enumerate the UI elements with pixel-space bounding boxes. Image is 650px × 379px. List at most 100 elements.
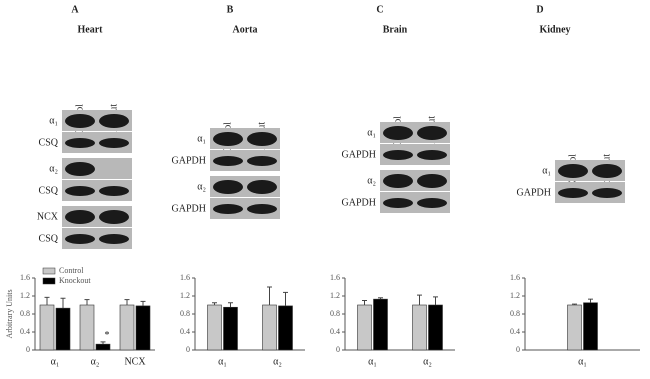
bar bbox=[373, 298, 388, 351]
panel-title: Heart bbox=[78, 24, 104, 35]
blot-row-label: α₁ bbox=[197, 133, 206, 144]
bar bbox=[412, 304, 427, 351]
band bbox=[247, 132, 277, 146]
x-tick-label: α₁ bbox=[368, 356, 377, 367]
band bbox=[592, 164, 622, 178]
legend-swatch bbox=[42, 277, 56, 285]
bar bbox=[79, 304, 95, 351]
panel-title: Aorta bbox=[233, 24, 258, 35]
bar bbox=[55, 307, 71, 351]
legend-swatch bbox=[42, 267, 56, 275]
y-tick-label: 1.2 bbox=[330, 291, 340, 300]
blot-row-label: GAPDH bbox=[342, 197, 376, 208]
y-tick-label: 0.4 bbox=[20, 327, 30, 336]
band bbox=[247, 204, 277, 214]
band bbox=[383, 150, 413, 160]
y-tick-label: 0.8 bbox=[510, 309, 520, 318]
band bbox=[99, 114, 129, 128]
y-tick-label: 1.6 bbox=[510, 273, 520, 282]
band bbox=[65, 186, 95, 196]
y-tick-label: 0.8 bbox=[20, 309, 30, 318]
y-tick-label: 0 bbox=[336, 345, 340, 354]
band bbox=[417, 126, 447, 140]
blot-row-label: GAPDH bbox=[517, 187, 551, 198]
blot-row-label: GAPDH bbox=[172, 203, 206, 214]
bar bbox=[357, 304, 372, 351]
y-tick-label: 1.2 bbox=[20, 291, 30, 300]
band bbox=[213, 180, 243, 194]
bar bbox=[119, 304, 135, 351]
band bbox=[558, 164, 588, 178]
x-tick-label: α₁ bbox=[578, 356, 587, 367]
y-tick-label: 1.2 bbox=[180, 291, 190, 300]
band bbox=[592, 188, 622, 198]
band bbox=[417, 150, 447, 160]
y-tick-label: 0 bbox=[186, 345, 190, 354]
band bbox=[213, 132, 243, 146]
blot-row-label: NCX bbox=[37, 211, 59, 222]
band bbox=[417, 174, 447, 188]
x-tick-label: α₂ bbox=[273, 356, 282, 367]
panel-label: D bbox=[536, 4, 543, 15]
y-tick-label: 1.6 bbox=[20, 273, 30, 282]
band bbox=[65, 210, 95, 224]
band bbox=[65, 138, 95, 148]
band bbox=[99, 234, 129, 244]
blot-row-label: α₁ bbox=[49, 115, 58, 126]
panel-title: Kidney bbox=[539, 24, 570, 35]
blot-row-label: α₂ bbox=[367, 175, 376, 186]
bar bbox=[223, 306, 238, 351]
band bbox=[213, 204, 243, 214]
y-tick-label: 0.4 bbox=[180, 327, 190, 336]
band bbox=[247, 156, 277, 166]
bar bbox=[567, 304, 582, 351]
blot-row-label: GAPDH bbox=[342, 149, 376, 160]
y-tick-label: 1.2 bbox=[510, 291, 520, 300]
band bbox=[99, 210, 129, 224]
blot-row-label: α₁ bbox=[542, 165, 551, 176]
x-tick-label: NCX bbox=[124, 356, 146, 367]
y-tick-label: 0.8 bbox=[330, 309, 340, 318]
blot-row-label: α₂ bbox=[197, 181, 206, 192]
y-tick-label: 1.6 bbox=[330, 273, 340, 282]
panel-label: C bbox=[376, 4, 383, 15]
band bbox=[247, 180, 277, 194]
blot-row-label: α₁ bbox=[367, 127, 376, 138]
band bbox=[558, 188, 588, 198]
bar bbox=[278, 305, 293, 351]
band bbox=[383, 174, 413, 188]
bar bbox=[207, 304, 222, 351]
band bbox=[65, 114, 95, 128]
legend-label: Knockout bbox=[59, 276, 91, 285]
band bbox=[383, 198, 413, 208]
panel-label: B bbox=[227, 4, 234, 15]
legend-label: Control bbox=[59, 266, 84, 275]
y-tick-label: 0 bbox=[516, 345, 520, 354]
y-tick-label: 0.4 bbox=[510, 327, 520, 336]
y-axis-label: Arbitrary Units bbox=[5, 289, 14, 338]
band bbox=[65, 162, 95, 176]
y-tick-label: 0 bbox=[26, 345, 30, 354]
y-tick-label: 0.8 bbox=[180, 309, 190, 318]
band bbox=[417, 198, 447, 208]
blot-row-label: CSQ bbox=[39, 185, 59, 196]
bar bbox=[95, 343, 111, 351]
bar bbox=[583, 302, 598, 351]
blot-row-label: CSQ bbox=[39, 233, 59, 244]
x-tick-label: α₁ bbox=[51, 356, 60, 367]
x-tick-label: α₁ bbox=[218, 356, 227, 367]
bar bbox=[428, 304, 443, 351]
x-tick-label: α₂ bbox=[91, 356, 100, 367]
bar bbox=[135, 305, 151, 351]
band bbox=[383, 126, 413, 140]
bar bbox=[262, 304, 277, 351]
band bbox=[213, 156, 243, 166]
panel-title: Brain bbox=[383, 24, 408, 35]
y-tick-label: 0.4 bbox=[330, 327, 340, 336]
panel-label: A bbox=[71, 4, 79, 15]
blot-row-label: α₂ bbox=[49, 163, 58, 174]
x-tick-label: α₂ bbox=[423, 356, 432, 367]
band bbox=[99, 186, 129, 196]
significance-mark: * bbox=[105, 330, 110, 341]
